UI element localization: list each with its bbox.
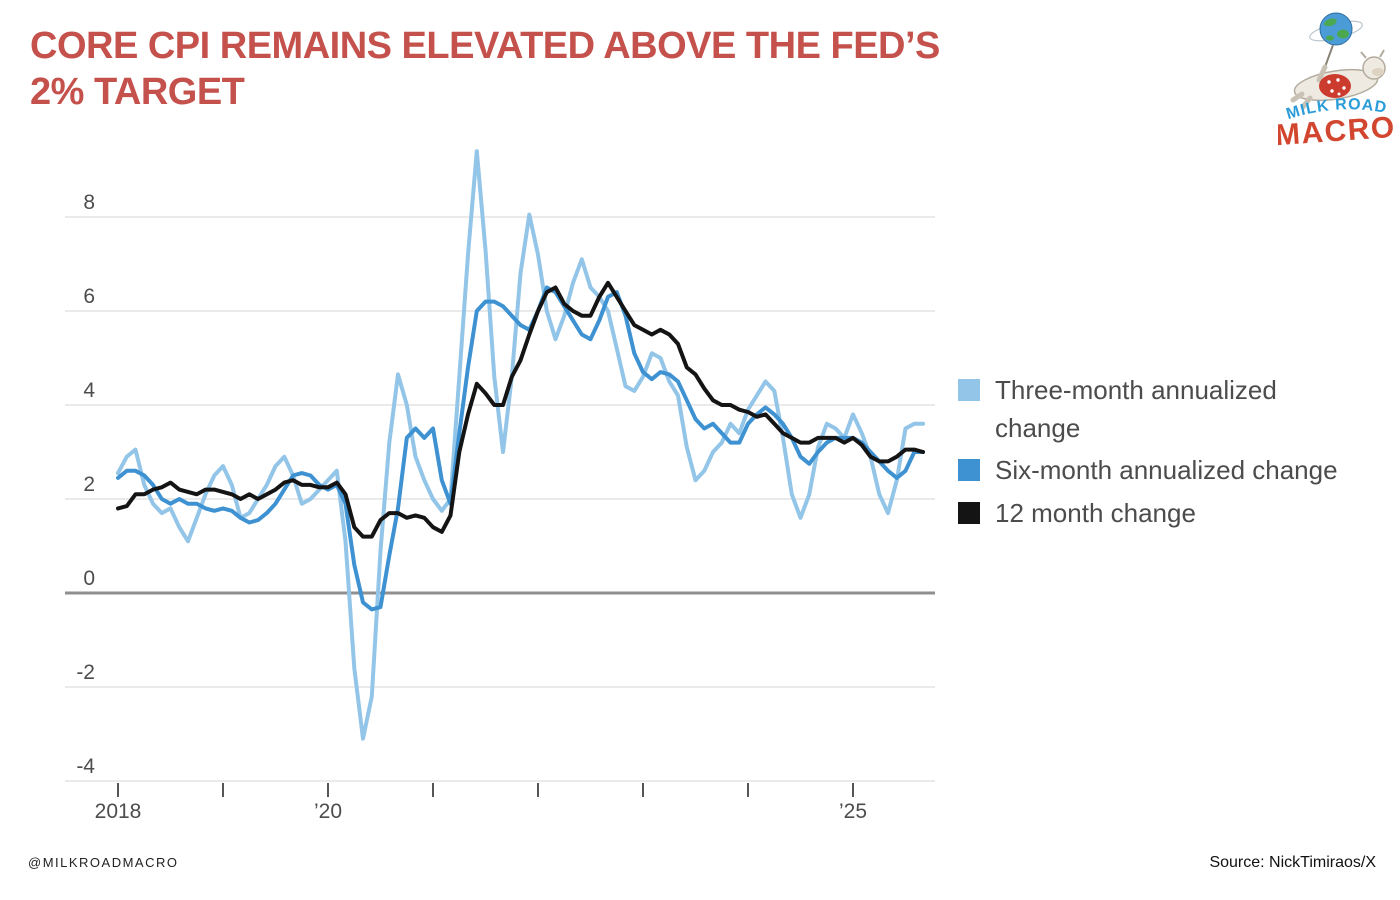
twelve-month-swatch-icon <box>958 502 980 525</box>
source-credit: Source: NickTimiraos/X <box>1209 854 1376 871</box>
series-line <box>116 285 925 612</box>
page-title-line2: 2% TARGET <box>30 70 245 113</box>
globe-icon <box>1309 12 1363 46</box>
y-axis-label: 4 <box>83 379 95 402</box>
legend-label: 12 month change <box>995 498 1196 529</box>
three-month-swatch-icon <box>958 379 980 401</box>
x-axis-label: 2018 <box>95 800 142 823</box>
cpi-chart: 8 6 4 2 0 -2 -4 2018 ’20 ’25 <box>0 140 1000 850</box>
legend-item-six-month: Six-month annualized change <box>958 452 1358 490</box>
milk-road-macro-logo: MILK ROAD MACRO <box>1274 4 1397 152</box>
page-title-line1: CORE CPI REMAINS ELEVATED ABOVE THE FED’… <box>30 25 940 67</box>
series-line <box>116 280 925 539</box>
y-axis-label: 2 <box>83 473 95 496</box>
legend-label: Three-month annualized change <box>995 375 1277 443</box>
y-axis-label: 6 <box>83 285 95 308</box>
page-title: CORE CPI REMAINS ELEVATED ABOVE THE FED’… <box>30 24 1010 115</box>
six-month-swatch-icon <box>958 459 980 482</box>
y-axis-label: 8 <box>83 191 95 214</box>
series-line <box>116 149 925 741</box>
legend-item-twelve-month: 12 month change <box>958 495 1358 533</box>
legend-label: Six-month annualized change <box>995 455 1338 486</box>
legend-item-three-month: Three-month annualized change <box>958 372 1358 447</box>
y-axis-label: 0 <box>83 567 95 590</box>
y-axis-label: -2 <box>76 661 95 684</box>
x-axis-label: ’25 <box>839 800 867 823</box>
social-handle: @MILKROADMACRO <box>28 855 179 870</box>
chart-legend: Three-month annualized change Six-month … <box>958 372 1358 533</box>
y-axis-label: -4 <box>76 755 95 778</box>
cow-mascot-icon <box>1290 44 1386 110</box>
x-axis-label: ’20 <box>314 800 342 823</box>
logo-graphic: MILK ROAD MACRO <box>1274 12 1397 152</box>
